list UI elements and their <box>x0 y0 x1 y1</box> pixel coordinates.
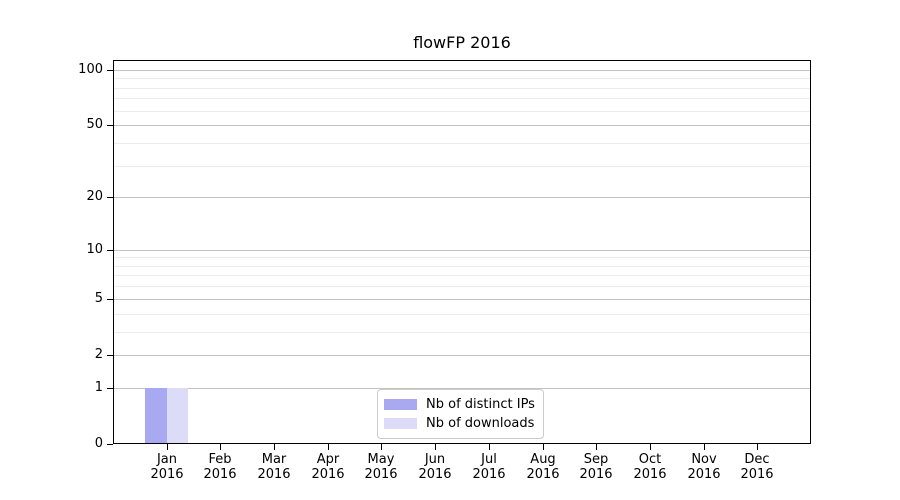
y-tick-label: 2 <box>94 347 103 362</box>
gridline-minor <box>113 143 811 144</box>
x-tick-label: Feb 2016 <box>203 452 237 482</box>
x-tick-label: Apr 2016 <box>311 452 345 482</box>
y-tick-mark <box>107 70 113 71</box>
gridline-minor <box>113 286 811 287</box>
x-tick-mark <box>435 444 436 450</box>
x-tick-label: Mar 2016 <box>257 452 291 482</box>
gridline-minor <box>113 257 811 258</box>
x-tick-label: Sep 2016 <box>579 452 613 482</box>
gridline-minor <box>113 314 811 315</box>
y-tick-mark <box>107 250 113 251</box>
y-tick-label: 50 <box>86 117 103 132</box>
x-tick-mark <box>757 444 758 450</box>
x-tick-mark <box>220 444 221 450</box>
bar-nb-of-distinct-ips-jan-2016 <box>145 388 167 444</box>
x-tick-label: Aug 2016 <box>526 452 560 482</box>
x-tick-label: Jan 2016 <box>150 452 184 482</box>
gridline-minor <box>113 275 811 276</box>
x-tick-label: Jul 2016 <box>472 452 506 482</box>
legend-item-distinct-ips: Nb of distinct IPs <box>384 397 543 412</box>
x-tick-label: Oct 2016 <box>633 452 667 482</box>
y-tick-label: 1 <box>94 380 103 395</box>
x-tick-mark <box>596 444 597 450</box>
legend-item-downloads: Nb of downloads <box>384 416 543 431</box>
gridline-minor <box>113 266 811 267</box>
gridline-minor <box>113 78 811 79</box>
gridline-major <box>113 197 811 198</box>
bar-nb-of-downloads-jan-2016 <box>166 388 189 444</box>
gridline-major <box>113 70 811 71</box>
gridline-minor <box>113 98 811 99</box>
x-tick-mark <box>704 444 705 450</box>
y-tick-mark <box>107 299 113 300</box>
y-tick-label: 0 <box>94 436 103 451</box>
y-tick-mark <box>107 197 113 198</box>
y-tick-label: 5 <box>94 291 103 306</box>
x-tick-label: Dec 2016 <box>740 452 774 482</box>
gridline-minor <box>113 332 811 333</box>
x-tick-label: May 2016 <box>364 452 398 482</box>
legend-label-downloads: Nb of downloads <box>426 416 535 431</box>
y-tick-mark <box>107 125 113 126</box>
y-tick-label: 10 <box>86 242 103 257</box>
legend-label-distinct-ips: Nb of distinct IPs <box>426 397 535 412</box>
x-tick-mark <box>167 444 168 450</box>
legend-swatch-distinct-ips <box>384 399 417 410</box>
y-tick-label: 20 <box>86 189 103 204</box>
gridline-major <box>113 388 811 389</box>
gridline-major <box>113 125 811 126</box>
x-tick-mark <box>489 444 490 450</box>
x-tick-mark <box>328 444 329 450</box>
legend: Nb of distinct IPs Nb of downloads <box>377 389 544 439</box>
gridline-major <box>113 250 811 251</box>
plot-border <box>113 60 811 444</box>
gridline-minor <box>113 166 811 167</box>
x-tick-mark <box>650 444 651 450</box>
x-tick-label: Jun 2016 <box>418 452 452 482</box>
x-tick-label: Nov 2016 <box>687 452 721 482</box>
gridline-major <box>113 355 811 356</box>
gridline-minor <box>113 111 811 112</box>
x-tick-mark <box>543 444 544 450</box>
y-tick-mark <box>107 388 113 389</box>
y-tick-mark <box>107 444 113 445</box>
y-tick-mark <box>107 355 113 356</box>
gridline-major <box>113 299 811 300</box>
y-tick-label: 100 <box>78 62 103 77</box>
legend-swatch-downloads <box>384 418 417 429</box>
x-tick-mark <box>274 444 275 450</box>
chart-title: flowFP 2016 <box>413 33 511 52</box>
gridline-minor <box>113 88 811 89</box>
x-tick-mark <box>381 444 382 450</box>
